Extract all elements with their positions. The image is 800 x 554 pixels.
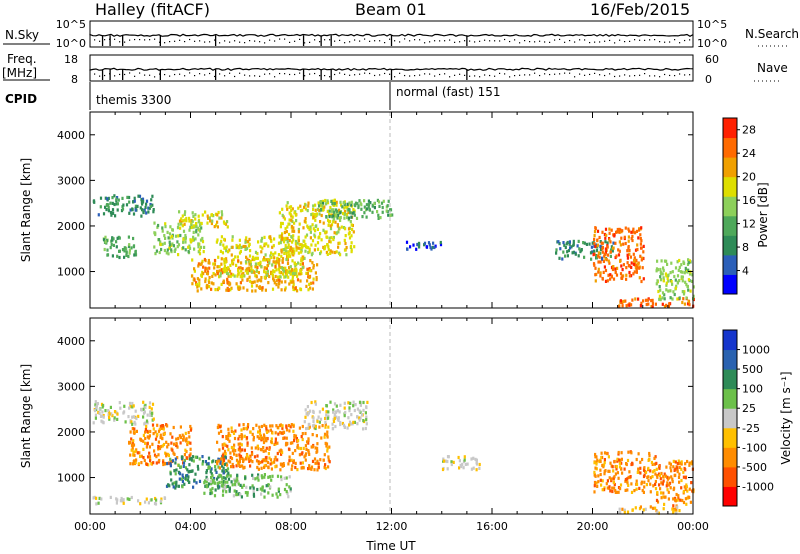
colorbar-tick: 28	[742, 124, 756, 137]
nsearch-label: N.Search	[745, 27, 799, 41]
xtick-label: 20:00	[577, 520, 609, 533]
colorbar-tick: 1000	[742, 344, 770, 357]
xtick-label: 04:00	[175, 520, 207, 533]
xtick-label: 08:00	[275, 520, 307, 533]
ytick-label: 3000	[57, 380, 85, 393]
power-panel: 1000 2000 3000 4000 Slant Range [km]	[19, 111, 695, 309]
power-cbar-label: Power [dB]	[756, 182, 770, 247]
colorbar-tick: 100	[742, 383, 763, 396]
xtick-label: 00:00	[677, 520, 709, 533]
colorbar-tick: -500	[742, 461, 767, 474]
colorbar-tick: -1000	[742, 480, 774, 493]
nave-tick-top: 60	[705, 53, 719, 66]
cpid-mode-1: themis 3300	[96, 93, 171, 107]
colorbar-tick: 4	[742, 265, 749, 278]
ytick-label: 4000	[57, 129, 85, 142]
cpid-panel: CPID themis 3300 normal (fast) 151	[5, 82, 500, 110]
colorbar-tick: -100	[742, 441, 767, 454]
ytick-label: 4000	[57, 335, 85, 348]
ytick-label: 1000	[57, 266, 85, 279]
vel-cbar-label: Velocity [m s⁻¹]	[779, 371, 793, 464]
nave-tick-bottom: 0	[705, 73, 712, 86]
power-ylabel: Slant Range [km]	[19, 158, 33, 262]
velocity-colorbar: 1000 500 100 25 -25 -100 -500 -1000 Velocity [m…	[722, 329, 793, 507]
freq-panel: Freq. [MHz] 18 8 60 0 Nave	[2, 52, 788, 86]
vel-ylabel: Slant Range [km]	[19, 364, 33, 468]
nsky-panel: N.Sky 10^5 10^0 10^5 10^0 N.Search	[3, 18, 799, 50]
cpid-label: CPID	[5, 92, 37, 106]
date-title: 16/Feb/2015	[590, 0, 690, 19]
beam-title: Beam 01	[355, 0, 427, 19]
nsky-label: N.Sky	[5, 28, 39, 42]
colorbar-tick: 20	[742, 171, 756, 184]
freq-label-bottom: [MHz]	[2, 66, 37, 80]
freq-label-top: Freq.	[7, 52, 37, 66]
colorbar-tick: -25	[742, 422, 760, 435]
ytick-label: 1000	[57, 472, 85, 485]
colorbar-tick: 24	[742, 147, 756, 160]
nave-label: Nave	[757, 61, 788, 75]
ytick-label: 2000	[57, 426, 85, 439]
xtick-label: 00:00	[74, 520, 106, 533]
power-colorbar: 4 8 12 16 20 24 28 Power [dB]	[722, 117, 770, 295]
colorbar-tick: 25	[742, 402, 756, 415]
ytick-label: 3000	[57, 174, 85, 187]
colorbar-tick: 12	[742, 218, 756, 231]
xtick-label: 16:00	[476, 520, 508, 533]
nsky-tick-top: 10^5	[56, 18, 86, 31]
nsearch-tick-top: 10^5	[697, 18, 727, 31]
nsky-tick-bottom: 10^0	[56, 37, 86, 50]
ytick-label: 2000	[57, 220, 85, 233]
velocity-panel: 1000 2000 3000 4000 Slant Range [km] 00:00 0…	[19, 317, 709, 553]
colorbar-tick: 16	[742, 194, 756, 207]
nsearch-tick-bottom: 10^0	[697, 37, 727, 50]
xtick-label: 12:00	[376, 520, 408, 533]
time-xlabel: Time UT	[365, 539, 416, 553]
freq-tick-top: 18	[64, 53, 78, 66]
cpid-mode-2: normal (fast) 151	[396, 85, 500, 99]
colorbar-tick: 500	[742, 363, 763, 376]
station-title: Halley (fitACF)	[95, 0, 210, 19]
freq-tick-bottom: 8	[71, 73, 78, 86]
colorbar-tick: 8	[742, 241, 749, 254]
